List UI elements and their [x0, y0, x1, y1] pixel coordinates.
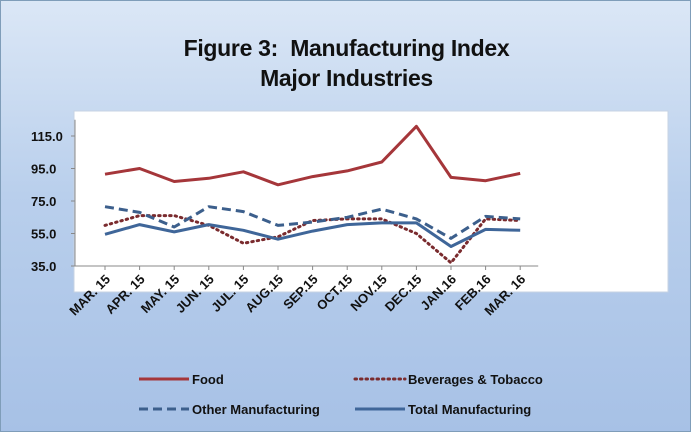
- chart-title: Figure 3: Manufacturing Index Major Indu…: [1, 33, 691, 93]
- y-tick-label: 95.0: [31, 162, 56, 177]
- legend-label: Food: [192, 372, 224, 387]
- series-line-other-manufacturing: [104, 205, 521, 240]
- y-tick-label: 75.0: [31, 194, 56, 209]
- y-tick-label: 55.0: [31, 227, 56, 242]
- y-tick-label: 115.0: [31, 129, 63, 144]
- chart-title-line-2: Major Industries: [260, 65, 433, 91]
- legend-label: Total Manufacturing: [408, 402, 531, 417]
- series-line-total-manufacturing: [104, 221, 521, 248]
- chart-title-line-1: Figure 3: Manufacturing Index: [183, 35, 510, 61]
- series-line-food: [104, 124, 521, 187]
- legend-label: Other Manufacturing: [192, 402, 320, 417]
- series-line-beverages-tobacco: [103, 214, 522, 265]
- y-tick-label: 35.0: [31, 259, 56, 274]
- plot-area: [73, 110, 669, 293]
- legend-label: Beverages & Tobacco: [408, 372, 543, 387]
